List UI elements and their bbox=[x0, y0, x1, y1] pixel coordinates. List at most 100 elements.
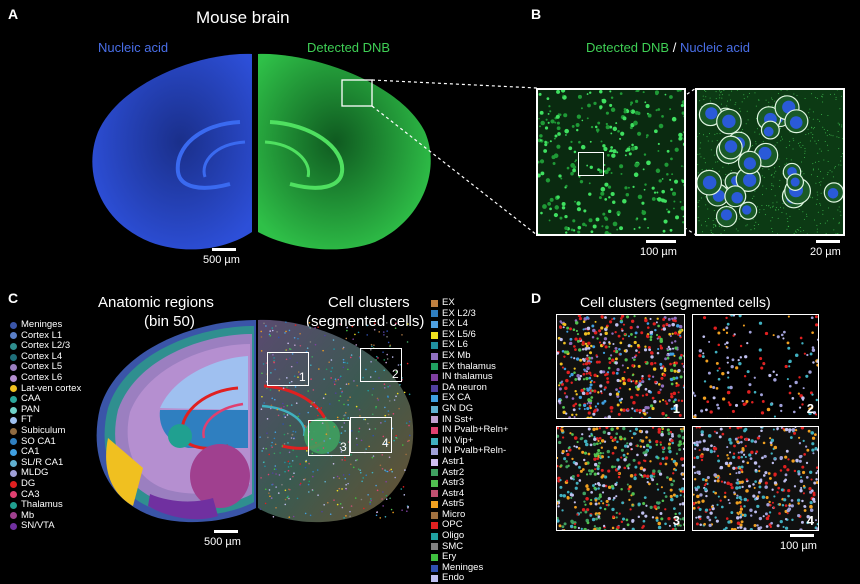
clusters-swatch bbox=[431, 374, 438, 381]
clusters-swatch bbox=[431, 448, 438, 455]
regions-legend-label: DG bbox=[21, 479, 35, 490]
regions-swatch bbox=[10, 396, 17, 403]
clusters-swatch bbox=[431, 416, 438, 423]
sub-zoom-box bbox=[578, 152, 604, 176]
clusters-legend-label: GN DG bbox=[442, 404, 473, 415]
cluster-tile-4-label: 4 bbox=[807, 513, 814, 528]
clusters-swatch bbox=[431, 438, 438, 445]
clusters-swatch bbox=[431, 395, 438, 402]
regions-swatch bbox=[10, 364, 17, 371]
clusters-legend-label: Astr1 bbox=[442, 457, 464, 468]
panel-d-label: D bbox=[531, 290, 541, 306]
cluster-tile-1: 1 bbox=[556, 314, 685, 419]
clusters-swatch bbox=[431, 565, 438, 572]
clusters-swatch bbox=[431, 543, 438, 550]
regions-swatch bbox=[10, 512, 17, 519]
regions-swatch bbox=[10, 481, 17, 488]
regions-swatch bbox=[10, 375, 17, 382]
clusters-swatch bbox=[431, 353, 438, 360]
clusters-swatch bbox=[431, 300, 438, 307]
clusters-legend-label: EX bbox=[442, 298, 455, 309]
regions-swatch bbox=[10, 438, 17, 445]
clusters-swatch bbox=[431, 522, 438, 529]
clusters-swatch bbox=[431, 310, 438, 317]
panel-b-scale-left: 100 µm bbox=[640, 246, 677, 258]
clusters-swatch bbox=[431, 501, 438, 508]
regions-swatch bbox=[10, 354, 17, 361]
regions-legend-item: DG bbox=[10, 479, 81, 490]
clusters-legend-item: EX bbox=[431, 298, 509, 309]
regions-legend-label: Meninges bbox=[21, 320, 62, 331]
clusters-swatch bbox=[431, 427, 438, 434]
regions-legend-item: Subiculum bbox=[10, 426, 81, 437]
region-box-4-label: 4 bbox=[382, 436, 389, 450]
panel-b-label: B bbox=[531, 6, 541, 22]
regions-swatch bbox=[10, 343, 17, 350]
clusters-swatch bbox=[431, 533, 438, 540]
clusters-swatch bbox=[431, 575, 438, 582]
clusters-legend-item: GN DG bbox=[431, 404, 509, 415]
cluster-tile-3-label: 3 bbox=[673, 513, 680, 528]
clusters-swatch bbox=[431, 490, 438, 497]
cluster-tile-2: 2 bbox=[692, 314, 819, 419]
regions-swatch bbox=[10, 332, 17, 339]
regions-swatch bbox=[10, 470, 17, 477]
panel-b-title-nucleic: Nucleic acid bbox=[680, 40, 750, 55]
cluster-tile-3: 3 bbox=[556, 426, 685, 531]
regions-legend-label: Cortex L6 bbox=[21, 373, 62, 384]
region-box-2-label: 2 bbox=[392, 367, 399, 381]
regions-swatch bbox=[10, 322, 17, 329]
panel-d-title: Cell clusters (segmented cells) bbox=[580, 294, 771, 310]
clusters-swatch bbox=[431, 554, 438, 561]
anatomic-regions-map bbox=[88, 318, 260, 528]
regions-swatch bbox=[10, 449, 17, 456]
clusters-swatch bbox=[431, 321, 438, 328]
regions-legend-item: SN/VTA bbox=[10, 521, 81, 532]
region-box-1-label: 1 bbox=[299, 370, 306, 384]
clusters-swatch bbox=[431, 480, 438, 487]
panel-b-title: Detected DNB / Nucleic acid bbox=[586, 40, 750, 55]
regions-swatch bbox=[10, 523, 17, 530]
regions-legend-label: SN/VTA bbox=[21, 521, 55, 532]
clusters-legend-label: Endo bbox=[442, 573, 464, 584]
regions-swatch bbox=[10, 385, 17, 392]
panel-b-scale-right: 20 µm bbox=[810, 246, 841, 258]
clusters-legend-item: Astr1 bbox=[431, 457, 509, 468]
cluster-tile-2-label: 2 bbox=[807, 401, 814, 416]
clusters-legend-label: Meninges bbox=[442, 563, 483, 574]
clusters-swatch bbox=[431, 385, 438, 392]
clusters-swatch bbox=[431, 459, 438, 466]
anatomic-regions-title: Anatomic regions bbox=[98, 294, 214, 311]
panel-c-label: C bbox=[8, 290, 18, 306]
clusters-swatch bbox=[431, 332, 438, 339]
clusters-swatch bbox=[431, 469, 438, 476]
cluster-tile-1-label: 1 bbox=[673, 401, 680, 416]
clusters-legend-item: EX Mb bbox=[431, 351, 509, 362]
regions-swatch bbox=[10, 491, 17, 498]
clusters-legend-item: Meninges bbox=[431, 563, 509, 574]
panel-c-scalebar bbox=[214, 530, 238, 533]
regions-swatch bbox=[10, 417, 17, 424]
regions-legend-item: Meninges bbox=[10, 320, 81, 331]
regions-swatch bbox=[10, 502, 17, 509]
cell-clusters-title: Cell clusters bbox=[328, 294, 410, 311]
panel-d-scalebar bbox=[790, 534, 814, 537]
regions-legend-item: Cortex L6 bbox=[10, 373, 81, 384]
regions-swatch bbox=[10, 407, 17, 414]
panel-b-scalebar-left bbox=[646, 240, 676, 243]
panel-d-scale-label: 100 µm bbox=[780, 540, 817, 552]
panel-c-scale-label: 500 µm bbox=[204, 536, 241, 548]
panel-b-scalebar-right bbox=[816, 240, 840, 243]
clusters-swatch bbox=[431, 512, 438, 519]
region-box-3-label: 3 bbox=[340, 440, 347, 454]
regions-swatch bbox=[10, 460, 17, 467]
dnb-zoom-inset bbox=[536, 88, 686, 236]
clusters-swatch bbox=[431, 342, 438, 349]
cluster-tile-4: 4 bbox=[692, 426, 819, 531]
clusters-legend-label: EX Mb bbox=[442, 351, 471, 362]
panel-b-title-dnb: Detected DNB bbox=[586, 40, 669, 55]
panel-b-title-sep: / bbox=[669, 40, 680, 55]
cell-segmentation-inset bbox=[695, 88, 845, 236]
